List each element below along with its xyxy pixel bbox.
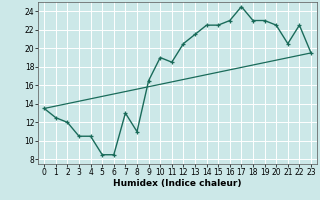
X-axis label: Humidex (Indice chaleur): Humidex (Indice chaleur) <box>113 179 242 188</box>
